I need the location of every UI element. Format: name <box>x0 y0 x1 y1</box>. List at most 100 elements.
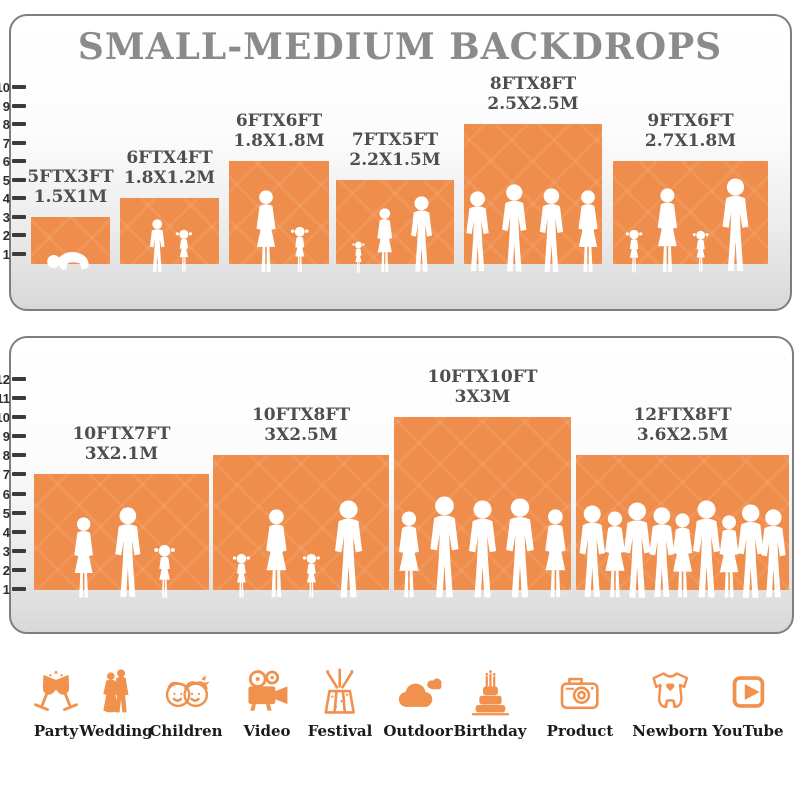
backdrop-figures <box>208 500 394 599</box>
category-item: Video <box>241 666 293 740</box>
backdrop-size-ft: 7FTX5FT <box>351 129 439 150</box>
backdrop-bar <box>229 161 329 264</box>
category-label: Newborn <box>632 722 708 740</box>
ruler-number: 6 <box>2 154 10 170</box>
ruler-number: 9 <box>2 429 10 445</box>
woman-silhouette <box>535 509 576 599</box>
ruler-tick <box>12 252 26 256</box>
backdrop-size-m: 1.8X1.2M <box>123 168 216 189</box>
video-icon <box>241 666 293 718</box>
backdrop-size-ft: 10FTX8FT <box>251 405 351 426</box>
size-chart-panel-top: 123456789105FTX3FT1.5X1M6FTX4FT1.8X1.2M6… <box>0 14 792 311</box>
toddler-silhouette <box>301 553 322 599</box>
ruler-tick <box>12 233 26 238</box>
ruler-tick <box>12 140 26 145</box>
youtube-icon <box>712 666 783 718</box>
ruler-tick <box>12 159 26 164</box>
category-label: Birthday <box>453 722 527 740</box>
ruler-number: 8 <box>2 117 10 133</box>
backdrop-size-ft: 6FTX6FT <box>235 111 323 132</box>
ruler-tick <box>12 85 26 89</box>
category-label: Festival <box>307 722 373 740</box>
woman-silhouette <box>256 509 297 599</box>
woman-silhouette <box>65 517 102 599</box>
man-silhouette <box>494 184 535 273</box>
ruler-tick <box>12 396 26 400</box>
toddler-silhouette <box>351 241 366 274</box>
backdrop-figures <box>115 219 224 273</box>
category-item: Festival <box>307 666 373 740</box>
ruler-tick <box>12 548 26 553</box>
children-icon <box>149 666 222 718</box>
backdrop-size-label: 5FTX3FT 1.5X1M <box>27 167 113 207</box>
category-item: Children <box>149 666 223 740</box>
backdrop-figures <box>608 178 773 273</box>
ruler-number: 7 <box>2 135 10 151</box>
backdrop-figures <box>331 196 459 273</box>
ruler-number: 10 <box>0 410 10 426</box>
ruler-number: 7 <box>2 467 10 483</box>
category-label: Product <box>546 722 614 740</box>
category-item: Birthday <box>453 666 527 740</box>
ruler-number: 11 <box>0 391 10 406</box>
category-item: YouTube <box>712 666 784 740</box>
ruler-tick <box>12 415 26 420</box>
newborn-icon <box>632 666 707 718</box>
ruler-number: 3 <box>2 543 10 559</box>
backdrop-size-ft: 10FTX7FT <box>72 424 171 445</box>
ruler-tick <box>12 434 26 439</box>
ruler-number: 2 <box>2 562 10 578</box>
ruler-number: 9 <box>2 98 10 114</box>
festival-icon <box>308 666 373 718</box>
ruler-number: 2 <box>2 228 10 244</box>
woman-silhouette <box>247 190 285 274</box>
man-silhouette <box>753 509 794 599</box>
ruler-number: 4 <box>2 191 10 207</box>
category-label: YouTube <box>712 722 784 740</box>
ruler-tick <box>12 510 26 515</box>
outdoor-icon <box>383 666 452 718</box>
category-label: Party <box>33 722 79 740</box>
size-chart-panel-bottom: 12345678910111210FTX7FT3X2.1M10FTX8FT3X2… <box>0 336 794 634</box>
backdrop-size-label: 10FTX8FT 3X2.5M <box>252 405 350 445</box>
backdrop-size-label: 8FTX8FT 2.5X2.5M <box>487 74 578 114</box>
backdrop-size-label: 10FTX7FT 3X2.1M <box>72 424 170 464</box>
party-icon <box>30 666 82 718</box>
ruler-tick <box>12 567 26 572</box>
category-item: Party <box>30 666 82 740</box>
ruler-tick <box>12 122 26 127</box>
woman-silhouette <box>648 188 687 273</box>
backdrop-size-m: 1.5X1M <box>33 186 108 207</box>
backdrop-size-ft: 9FTX6FT <box>647 111 734 132</box>
category-label: Outdoor <box>383 722 453 740</box>
backdrop-figures <box>459 184 607 273</box>
backdrop-size-label: 7FTX5FT 2.2X1.5M <box>349 130 440 170</box>
man-silhouette <box>714 178 757 273</box>
category-label: Wedding <box>79 722 153 740</box>
backdrop-size-label: 6FTX6FT 1.8X1.8M <box>233 111 324 151</box>
ruler-tick <box>12 472 26 477</box>
backdrop-bar <box>336 179 454 265</box>
backdrop-size-ft: 8FTX8FT <box>489 74 577 95</box>
backdrop-figures <box>389 496 576 599</box>
ruler-number: 4 <box>2 524 10 540</box>
backdrop-size-ft: 5FTX3FT <box>27 166 114 187</box>
ruler-tick <box>12 214 26 219</box>
ruler-number: 5 <box>2 172 10 188</box>
category-label: Video <box>243 722 291 740</box>
backdrop-size-label: 6FTX4FT 1.8X1.2M <box>124 148 215 188</box>
ruler-tick <box>12 587 26 591</box>
ruler-number: 1 <box>2 582 10 597</box>
backdrop-size-m: 3X2.1M <box>84 444 159 465</box>
backdrop-size-m: 2.5X2.5M <box>487 94 579 115</box>
backdrop-size-label: 9FTX6FT 2.7X1.8M <box>645 111 736 151</box>
backdrop-bar <box>464 124 602 264</box>
girl-silhouette <box>152 544 177 599</box>
backdrop-figures <box>224 190 334 274</box>
backdrop-size-m: 3.6X2.5M <box>636 425 729 446</box>
ruler-number: 3 <box>2 209 10 225</box>
wedding-icon <box>79 666 152 718</box>
ruler-tick <box>12 376 26 381</box>
backdrop-size-label: 10FTX10FT 3X3M <box>428 367 538 407</box>
backdrop-size-m: 3X2.5M <box>264 425 338 446</box>
